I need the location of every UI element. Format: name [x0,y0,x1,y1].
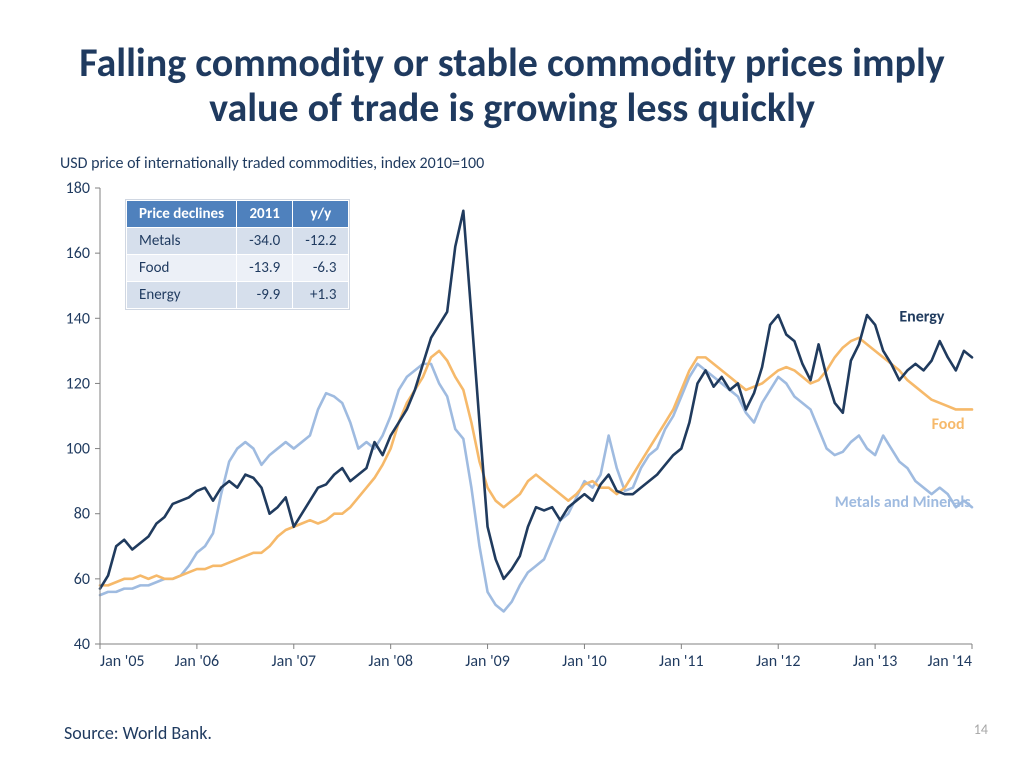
svg-text:Jan '09: Jan '09 [465,652,510,671]
svg-text:60: 60 [74,570,90,589]
table-header: 2011 [237,201,293,228]
svg-text:Jan '05: Jan '05 [100,652,145,671]
series-line-food [100,338,972,586]
svg-text:Jan '07: Jan '07 [272,652,317,671]
source-label: Source: World Bank. [64,722,212,744]
svg-text:Jan '11: Jan '11 [659,652,704,671]
table-row: Energy-9.9+1.3 [127,282,349,309]
svg-text:Jan '12: Jan '12 [756,652,801,671]
series-label-metals-and-minerals: Metals and Minerals [835,493,971,512]
page-number: 14 [974,721,988,738]
svg-text:120: 120 [66,374,90,393]
table-header: Price declines [127,201,237,228]
svg-text:40: 40 [74,635,90,654]
svg-text:Jan '10: Jan '10 [562,652,607,671]
svg-text:Jan '08: Jan '08 [368,652,413,671]
svg-text:180: 180 [66,179,90,198]
svg-text:Jan '14: Jan '14 [927,652,972,671]
svg-text:Jan '06: Jan '06 [175,652,220,671]
series-label-food: Food [932,415,965,434]
svg-text:100: 100 [66,440,90,459]
svg-text:Jan '13: Jan '13 [853,652,898,671]
svg-text:140: 140 [66,309,90,328]
price-declines-table: Price declines2011y/y Metals-34.0-12.2Fo… [126,200,349,309]
table-header: y/y [293,201,349,228]
table-row: Food-13.9-6.3 [127,255,349,282]
series-label-energy: Energy [899,308,945,327]
svg-text:80: 80 [74,505,90,524]
series-line-metals-and-minerals [100,364,972,612]
svg-text:160: 160 [66,244,90,263]
chart-subtitle: USD price of internationally traded comm… [60,154,484,173]
table-row: Metals-34.0-12.2 [127,228,349,255]
page-title: Falling commodity or stable commodity pr… [40,41,984,131]
